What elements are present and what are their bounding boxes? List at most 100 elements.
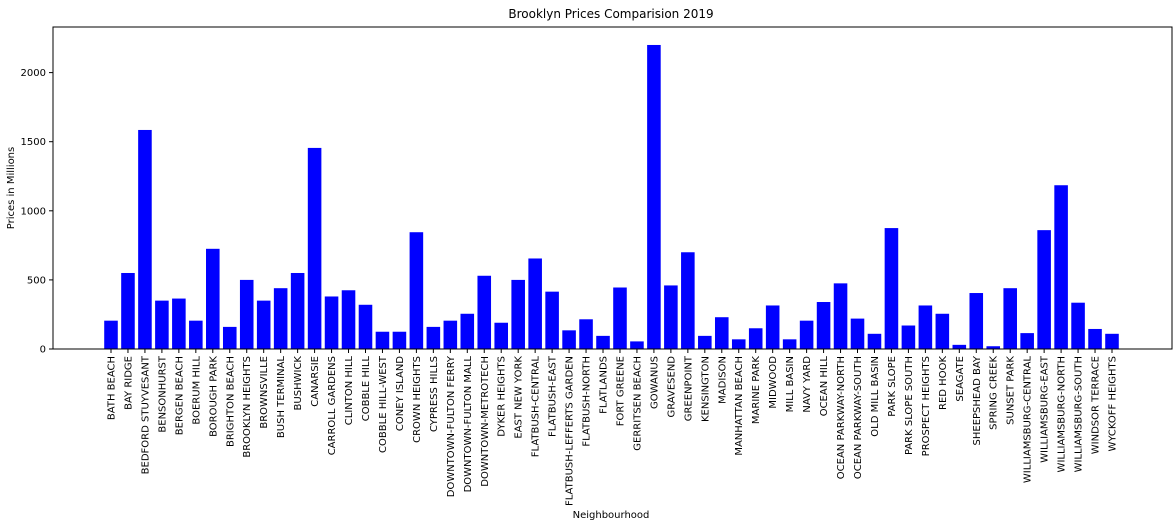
bar-manhattan-beach (731, 339, 746, 349)
bar-brighton-beach (222, 326, 237, 349)
x-tick-label: MADISON (717, 356, 728, 404)
bar-brooklyn-heights (239, 279, 254, 349)
bar-ocean-parkway-north (833, 283, 848, 349)
x-tick-label: BROWNSVILLE (259, 356, 270, 429)
bar-bensonhurst (155, 300, 169, 349)
bar-ocean-parkway-south (850, 318, 865, 349)
bar-east-new-york (511, 279, 525, 349)
bar-dyker-heights (494, 322, 508, 349)
bar-navy-yard (799, 320, 814, 349)
bar-marine-park (748, 328, 763, 349)
x-tick-label: BATH BEACH (107, 356, 118, 420)
x-tick-label: BUSH TERMINAL (276, 356, 287, 438)
x-tick-label: FLATBUSH-CENTRAL (531, 356, 542, 458)
x-tick-label: SHEEPSHEAD BAY (972, 355, 983, 445)
x-tick-label: WILLIAMSBURG-EAST (1040, 355, 1051, 463)
chart-title: Brooklyn Prices Comparision 2019 (508, 7, 713, 21)
bar-bay-ridge (121, 272, 135, 349)
y-axis: 0 500 1000 1500 2000 (21, 68, 53, 356)
y-tick-label: 0 (40, 345, 46, 356)
x-tick-label: WILLIAMSBURG-SOUTH (1074, 356, 1085, 472)
x-tick-label: MANHATTAN BEACH (734, 356, 745, 456)
y-tick-label: 500 (27, 275, 46, 286)
x-tick-label: KENSINGTON (700, 356, 711, 422)
bar-williamsburg-east (1037, 230, 1051, 349)
bar-sheepshead-bay (969, 293, 984, 349)
bar-williamsburg-central (1020, 333, 1034, 349)
x-axis-title: Neighbourhood (573, 510, 650, 521)
x-tick-label: FLATBUSH-EAST (548, 355, 559, 437)
x-tick-label: BAY RIDGE (123, 356, 134, 410)
bar-midwood (765, 305, 780, 349)
bar-gerritsen-beach (630, 341, 644, 349)
x-tick-label: BRIGHTON BEACH (225, 356, 236, 447)
bar-downtown-metrotech (477, 275, 492, 349)
bar-bath-beach (104, 320, 118, 349)
x-tick-label: PROSPECT HEIGHTS (921, 356, 932, 456)
x-tick-label: COBBLE HILL (361, 356, 372, 422)
bar-williamsburg-north (1054, 185, 1068, 349)
bar-flatbush-east (545, 291, 559, 349)
bar-madison (714, 317, 729, 349)
x-tick-label: PARK SLOPE SOUTH (904, 356, 915, 455)
x-tick-label: OCEAN HILL (819, 356, 830, 417)
x-tick-label: DOWNTOWN-METROTECH (480, 356, 491, 487)
x-tick-label: WILLIAMSBURG-NORTH (1057, 356, 1068, 472)
x-tick-label: WILLIAMSBURG-CENTRAL (1023, 356, 1034, 484)
x-tick-label: CANARSIE (310, 356, 321, 407)
bar-wyckoff-heights (1105, 333, 1119, 349)
bar-park-slope-south (901, 325, 916, 349)
bar-boerum-hill (189, 320, 203, 349)
x-tick-label: DOWNTOWN-FULTON FERRY (446, 355, 457, 497)
x-tick-label: BROOKLYN HEIGHTS (242, 356, 253, 458)
x-tick-label: WYCKOFF HEIGHTS (1108, 356, 1119, 452)
x-tick-label: CROWN HEIGHTS (412, 356, 423, 443)
x-tick-label: SPRING CREEK (989, 356, 1000, 430)
bar-canarsie (307, 147, 322, 349)
x-tick-label: COBBLE HILL-WEST (378, 355, 389, 453)
bar-red-hook (935, 313, 950, 349)
x-tick-label: MARINE PARK (751, 356, 762, 425)
bar-kensington (698, 335, 712, 349)
bars-group (104, 44, 1119, 349)
bar-cobble-hill (358, 304, 373, 349)
x-tick-label: CLINTON HILL (344, 356, 355, 426)
x-tick-label: GRAVESEND (666, 356, 677, 418)
bar-ocean-hill (816, 302, 831, 349)
bar-downtown-fulton-mall (460, 313, 475, 349)
bar-coney-island (392, 331, 407, 349)
x-tick-label: EAST NEW YORK (514, 356, 525, 439)
bar-mill-basin (782, 339, 797, 349)
x-tick-label: GOWANUS (649, 356, 660, 409)
bar-fort-greene (613, 287, 627, 349)
x-tick-label: OCEAN PARKWAY-NORTH (836, 356, 847, 479)
x-tick-label: GERRITSEN BEACH (632, 356, 643, 451)
x-tick-label: PARK SLOPE (887, 356, 898, 417)
x-tick-label: SEAGATE (955, 356, 966, 402)
x-tick-label: CARROLL GARDENS (327, 356, 338, 455)
x-tick-label: MIDWOOD (768, 356, 779, 409)
bar-borough-park (206, 248, 220, 349)
bar-gowanus (647, 44, 661, 349)
x-tick-label: MILL BASIN (785, 356, 796, 412)
bar-carroll-gardens (324, 296, 339, 349)
bar-flatbush-lefferts-garden (562, 330, 576, 349)
bar-old-mill-basin (867, 333, 882, 349)
y-tick-label: 1500 (21, 137, 46, 148)
bar-greenpoint (681, 252, 695, 349)
x-tick-label: WINDSOR TERRACE (1091, 356, 1102, 454)
x-tick-label: OLD MILL BASIN (870, 356, 881, 437)
x-tick-label: NAVY YARD (802, 356, 813, 413)
x-tick-label: CYPRESS HILLS (429, 356, 440, 432)
x-tick-label: RED HOOK (938, 356, 949, 410)
x-tick-label: BENSONHURST (157, 355, 168, 432)
bar-bergen-beach (172, 298, 186, 349)
x-tick-label: BOROUGH PARK (208, 356, 219, 437)
x-tick-label: FORT GREENE (615, 356, 626, 426)
bar-flatlands (596, 335, 610, 349)
bar-park-slope (884, 228, 899, 349)
x-tick-label: DYKER HEIGHTS (497, 356, 508, 437)
bar-cypress-hills (426, 326, 441, 349)
